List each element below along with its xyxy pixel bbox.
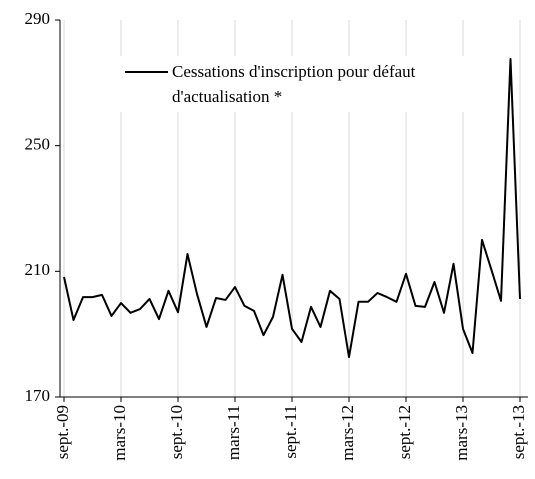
y-tick-label: 290 (25, 9, 51, 28)
x-tick-label: sept.-09 (53, 405, 72, 459)
legend-label-box: Cessations d'inscription pour défaut d'a… (172, 62, 416, 106)
y-tick-label: 250 (25, 135, 51, 154)
x-tick-label: mars-10 (110, 405, 129, 461)
x-tick-label: sept.-12 (395, 405, 414, 459)
legend: Cessations d'inscription pour défaut d'a… (118, 56, 488, 112)
legend-background (118, 56, 488, 112)
y-tick-label: 210 (25, 260, 51, 279)
x-tick-label: mars-11 (224, 405, 243, 460)
x-tick-label: sept.-11 (281, 405, 300, 459)
x-tick-label: mars-12 (338, 405, 357, 461)
legend-label: Cessations d'inscription pour défaut d'a… (172, 62, 416, 106)
x-tick-label: sept.-10 (167, 405, 186, 459)
y-tick-label: 170 (25, 386, 51, 405)
x-tick-label: mars-13 (452, 405, 471, 461)
data-line (63, 57, 521, 359)
x-tick-label: sept.-13 (509, 405, 528, 459)
